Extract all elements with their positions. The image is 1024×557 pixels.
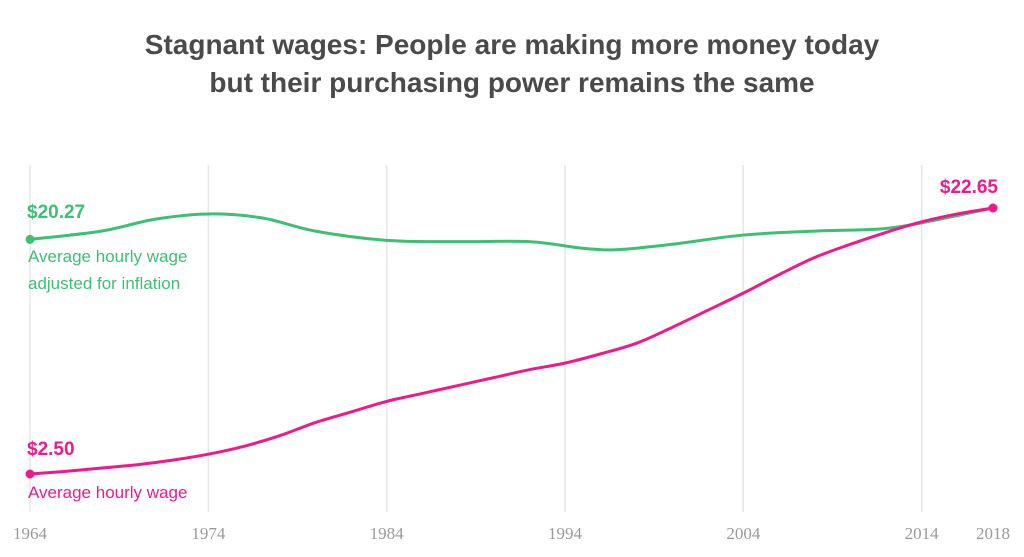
x-tick-label-1984: 1984 bbox=[370, 524, 405, 543]
start-value-label-inflation-adjusted: $20.27 bbox=[27, 202, 85, 223]
chart-title-line-1: Stagnant wages: People are making more m… bbox=[144, 29, 880, 60]
end-point-nominal bbox=[988, 203, 998, 213]
series-label-inflation-adjusted-line-2: adjusted for inflation bbox=[28, 274, 180, 293]
x-tick-label-2018: 2018 bbox=[976, 524, 1010, 543]
x-tick-label-1964: 1964 bbox=[13, 524, 48, 543]
x-tick-label-2004: 2004 bbox=[726, 524, 761, 543]
series-line-inflation-adjusted bbox=[28, 206, 995, 252]
chart-title-line-2: but their purchasing power remains the s… bbox=[209, 67, 815, 98]
series-line-nominal bbox=[28, 206, 995, 476]
series-label-nominal-line-1: Average hourly wage bbox=[28, 483, 187, 502]
series-label-inflation-adjusted-line-1: Average hourly wage bbox=[28, 247, 187, 266]
x-tick-label-1974: 1974 bbox=[191, 524, 226, 543]
chart-title: Stagnant wages: People are making more m… bbox=[0, 26, 1024, 102]
start-point-inflation-adjusted bbox=[25, 234, 35, 244]
end-value-label: $22.65 bbox=[940, 177, 999, 198]
x-tick-label-1994: 1994 bbox=[548, 524, 583, 543]
start-point-nominal bbox=[25, 469, 35, 479]
start-value-label-nominal: $2.50 bbox=[27, 439, 75, 460]
x-tick-label-2014: 2014 bbox=[905, 524, 940, 543]
